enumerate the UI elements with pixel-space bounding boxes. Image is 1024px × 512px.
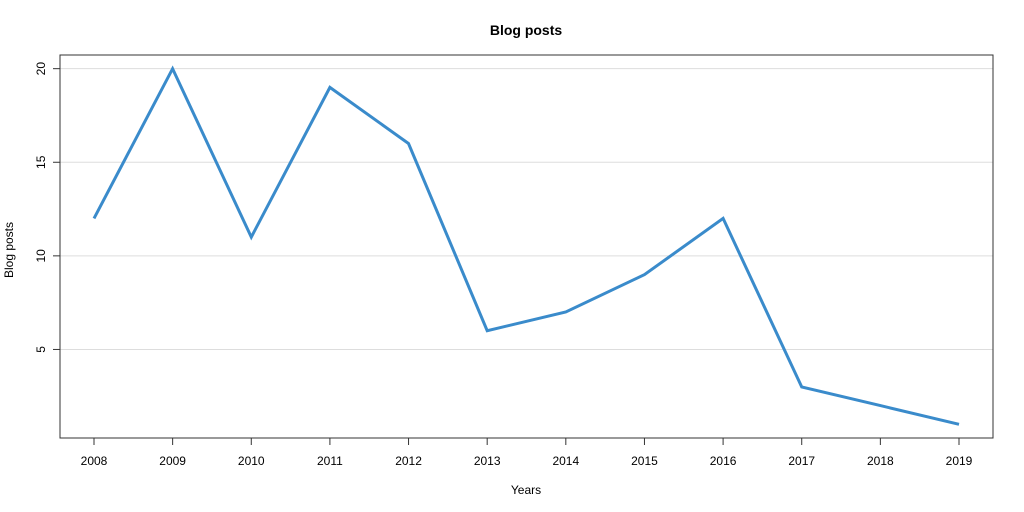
y-tick-label: 15: [34, 155, 48, 169]
x-axis-title: Years: [511, 483, 541, 497]
y-axis-title: Blog posts: [2, 222, 16, 278]
axes: 5 10 15 20 2008 2009 2010 2011 2012 2013 2014 2015 2…: [34, 54, 994, 468]
x-tick-label: 2011: [317, 454, 343, 468]
y-tick-label: 10: [34, 249, 48, 263]
x-tick-label: 2012: [395, 454, 422, 468]
plot-frame: [59, 54, 994, 439]
x-tick-label: 2019: [946, 454, 973, 468]
series-line: [92, 65, 960, 426]
y-tick-label: 5: [34, 346, 48, 353]
x-tick-label: 2015: [631, 454, 658, 468]
y-tick-label: 20: [34, 62, 48, 76]
x-tick-label: 2018: [867, 454, 894, 468]
x-tick-label: 2013: [474, 454, 501, 468]
x-tick-label: 2017: [788, 454, 815, 468]
x-tick-label: 2009: [159, 454, 186, 468]
x-tick-label: 2014: [552, 454, 579, 468]
x-tick-label: 2008: [81, 454, 108, 468]
labels: Blog posts Years Blog posts: [2, 22, 562, 497]
x-tick-label: 2016: [710, 454, 737, 468]
series-layer: [92, 65, 960, 426]
chart-title: Blog posts: [490, 22, 563, 38]
grid-lines: [60, 68, 993, 350]
x-tick-label: 2010: [238, 454, 265, 468]
